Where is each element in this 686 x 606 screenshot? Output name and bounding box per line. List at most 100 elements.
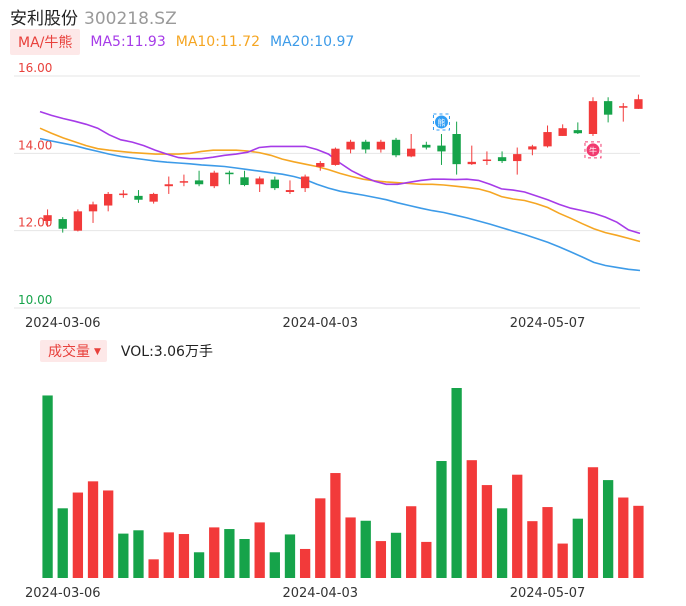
candle [104, 192, 113, 212]
ma10-line [39, 127, 641, 243]
price-date-axis: 2024-03-06 2024-04-03 2024-05-07 [25, 316, 585, 331]
candle [225, 170, 234, 185]
candle [134, 190, 143, 203]
volume-bar [512, 474, 523, 578]
candle [240, 170, 249, 187]
candle-body [331, 148, 340, 165]
candle-body [210, 172, 219, 187]
ma5-line [39, 110, 641, 235]
volume-bar [133, 530, 144, 578]
candle-body [619, 106, 628, 108]
candle-body [558, 128, 567, 136]
candle-body [73, 211, 83, 231]
volume-bar [42, 395, 53, 578]
candle [58, 217, 67, 233]
volume-bar [284, 534, 296, 578]
candle-body [513, 154, 522, 162]
candle-body [225, 172, 234, 175]
candle-body [452, 134, 461, 165]
bear-marker-icon: 熊 [432, 113, 450, 131]
volume-bar [103, 490, 114, 578]
candle-body [376, 141, 386, 150]
bull-marker-icon-frame [584, 141, 602, 159]
candle-body [528, 146, 537, 150]
candle-body [603, 101, 613, 115]
candle [73, 209, 83, 232]
candle-body [467, 161, 476, 165]
ma-toggle-button[interactable]: MA/牛熊 [10, 29, 81, 55]
candle-body [179, 181, 189, 183]
volume-bar [375, 541, 387, 578]
volume-bar [193, 552, 205, 578]
candles [43, 94, 643, 233]
candle [119, 190, 128, 198]
volume-bar [527, 521, 538, 578]
volume-bar [254, 522, 265, 578]
price-tick-label: 16.00 [18, 61, 52, 75]
ma-legend-bar: MA/牛熊 MA5:11.93 MA10:11.72 MA20:10.97 [10, 29, 354, 55]
candle [331, 147, 340, 166]
volume-bar [87, 481, 99, 578]
candle-body [285, 190, 295, 192]
volume-date-label: 2024-03-06 [25, 586, 101, 601]
volume-bar [557, 543, 568, 578]
stock-title: 安利股份 300218.SZ [10, 4, 177, 29]
volume-bar [602, 480, 614, 578]
candle [452, 121, 461, 175]
volume-date-label: 2024-05-07 [510, 586, 586, 601]
volume-value-label: VOL:3.06万手 [120, 344, 213, 360]
volume-bar [345, 517, 356, 578]
candle-body [634, 99, 643, 109]
price-date-label: 2024-05-07 [510, 316, 586, 331]
bear-marker-icon-label: 熊 [437, 118, 445, 128]
volume-bar [436, 461, 447, 578]
volume-toggle-label: 成交量 [48, 344, 90, 360]
ma10-label: MA10:11.72 [175, 34, 261, 50]
volume-bar [496, 508, 508, 578]
price-tick-label: 10.00 [18, 293, 52, 307]
ma5-label: MA5:11.93 [90, 34, 166, 50]
bull-marker-icon-label: 牛 [589, 145, 597, 155]
candle [346, 139, 355, 154]
candle-body [573, 130, 582, 134]
volume-bar [360, 520, 371, 578]
candle [437, 134, 446, 165]
candle-body [104, 193, 113, 206]
bear-marker-icon-dot [434, 115, 448, 129]
candle-body [240, 177, 249, 186]
volume-bar [421, 541, 432, 578]
candle-body [194, 180, 204, 185]
volume-bar [299, 548, 311, 578]
volume-bar [269, 552, 280, 578]
candle-body [43, 215, 52, 221]
candle [543, 125, 552, 148]
candle-body [391, 139, 401, 156]
volume-bar [72, 492, 84, 578]
volume-bar [481, 485, 493, 578]
candle-body [88, 204, 98, 212]
volume-bar [330, 473, 341, 578]
volume-legend-bar: 成交量 ▼ VOL:3.06万手 [40, 340, 213, 362]
bull-marker-icon: 牛 [584, 141, 602, 159]
candle-body [134, 195, 143, 200]
candle [376, 139, 386, 153]
candle-body [482, 159, 492, 162]
candle [482, 151, 492, 165]
volume-bar [406, 506, 417, 578]
volume-toggle-button[interactable]: 成交量 ▼ [40, 340, 107, 362]
candle-body [119, 193, 128, 196]
candle-body [588, 101, 598, 134]
volume-bar [466, 460, 477, 578]
candle [88, 201, 98, 223]
candle [422, 141, 431, 150]
price-date-label: 2024-04-03 [282, 316, 358, 331]
candle [528, 144, 537, 156]
candle-body [316, 163, 325, 167]
candle [43, 209, 52, 227]
candle [407, 134, 416, 158]
candle [391, 137, 401, 158]
candle-body [270, 179, 279, 189]
candle-body [300, 176, 310, 189]
